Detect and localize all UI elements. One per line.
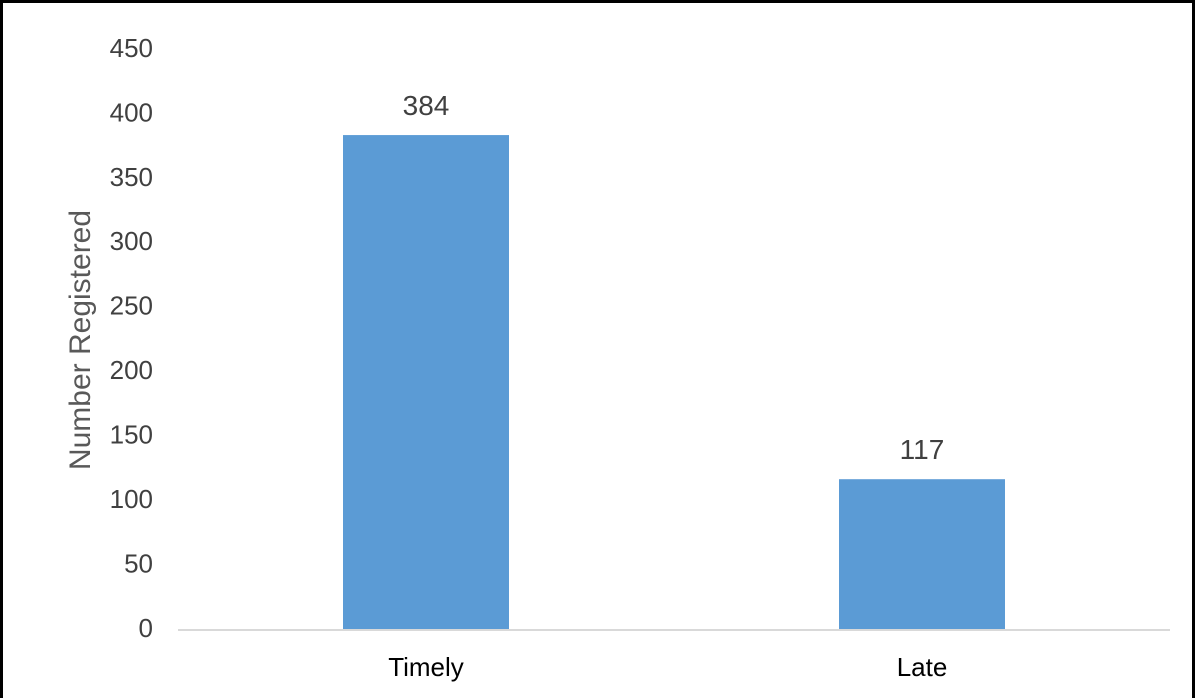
data-label-late: 117 <box>900 434 945 465</box>
y-tick-label: 300 <box>110 226 153 256</box>
y-tick-label: 250 <box>110 291 153 321</box>
y-tick-label: 450 <box>110 33 153 63</box>
x-tick-label-timely: Timely <box>388 652 464 682</box>
y-axis-ticks: 0 50 100 150 200 250 300 350 400 450 <box>110 33 153 643</box>
y-tick-label: 150 <box>110 420 153 450</box>
y-tick-label: 400 <box>110 97 153 127</box>
bar-timely <box>343 135 509 631</box>
y-tick-label: 100 <box>110 484 153 514</box>
data-label-timely: 384 <box>403 90 450 121</box>
y-tick-label: 50 <box>124 548 153 578</box>
y-axis-title: Number Registered <box>64 210 97 470</box>
data-labels: 384 117 <box>403 90 945 465</box>
y-tick-label: 0 <box>139 613 153 643</box>
bar-late <box>839 479 1005 630</box>
y-tick-label: 350 <box>110 162 153 192</box>
y-tick-label: 200 <box>110 355 153 385</box>
bars <box>343 135 1005 631</box>
category-labels: Timely Late <box>388 652 947 682</box>
x-tick-label-late: Late <box>897 652 948 682</box>
